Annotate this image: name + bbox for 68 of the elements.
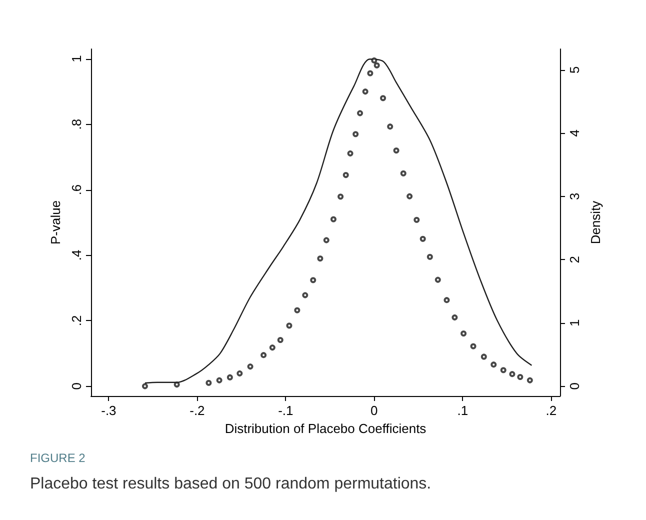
point — [236, 370, 243, 376]
point — [302, 292, 308, 298]
point — [362, 88, 368, 95]
x-tick-label: .1 — [457, 403, 468, 418]
point — [393, 147, 400, 154]
y2-tick-label: 2 — [567, 256, 582, 264]
point — [509, 371, 516, 378]
point — [226, 374, 233, 380]
y2-tick-label: 1 — [567, 319, 582, 327]
point — [460, 330, 467, 336]
caption: FIGURE 2 — [30, 451, 86, 465]
x-tick-label: .2 — [546, 403, 557, 418]
point — [414, 216, 420, 223]
point — [310, 277, 316, 284]
point — [367, 70, 374, 76]
x-axis-title: Distribution of Placebo Coefficients — [224, 420, 427, 436]
point — [380, 95, 386, 102]
point — [174, 382, 180, 388]
point — [400, 170, 406, 176]
y-tick-label: 0 — [69, 382, 84, 390]
point — [286, 322, 292, 329]
y-tick-label: .2 — [69, 315, 84, 326]
x-tick-label: -.2 — [190, 403, 205, 418]
point — [357, 110, 364, 116]
point — [526, 377, 533, 384]
point — [426, 254, 433, 260]
point — [142, 383, 148, 390]
point — [374, 62, 380, 68]
point — [338, 194, 344, 200]
point — [371, 57, 378, 64]
point — [260, 352, 267, 358]
y-axis-title: P-value — [48, 200, 64, 245]
point — [406, 193, 413, 200]
point — [247, 364, 254, 370]
y2-axis-title: Density — [588, 200, 603, 244]
point — [452, 314, 458, 320]
point — [500, 367, 506, 374]
y2-tick-label: 5 — [567, 66, 582, 74]
point — [352, 131, 359, 138]
y2-tick-label: 0 — [567, 382, 582, 390]
y-tick-label: 1 — [69, 55, 84, 62]
point — [269, 344, 276, 351]
y2-tick-label: 3 — [567, 192, 582, 200]
y2-tick-label: 4 — [567, 130, 582, 137]
y-tick-label: .4 — [69, 250, 84, 261]
point — [330, 216, 336, 222]
text: Placebo test results based on 500 random permutations. — [30, 476, 432, 492]
point — [444, 297, 450, 304]
point — [480, 354, 487, 360]
point — [434, 276, 441, 283]
point — [216, 377, 222, 384]
point — [206, 380, 212, 386]
y-tick-label: .8 — [69, 118, 84, 130]
point — [342, 172, 349, 178]
point — [420, 236, 426, 242]
point — [470, 343, 476, 350]
point — [294, 307, 300, 314]
point — [490, 362, 497, 368]
point — [517, 374, 524, 380]
x-tick-label: -.3 — [101, 403, 116, 418]
point — [317, 256, 324, 262]
x-tick-label: 0 — [370, 403, 378, 418]
y-tick-label: .6 — [69, 184, 84, 196]
point — [277, 337, 284, 344]
point — [387, 124, 394, 130]
point — [323, 237, 330, 244]
point — [347, 150, 354, 156]
x-tick-label: -.1 — [278, 403, 294, 418]
